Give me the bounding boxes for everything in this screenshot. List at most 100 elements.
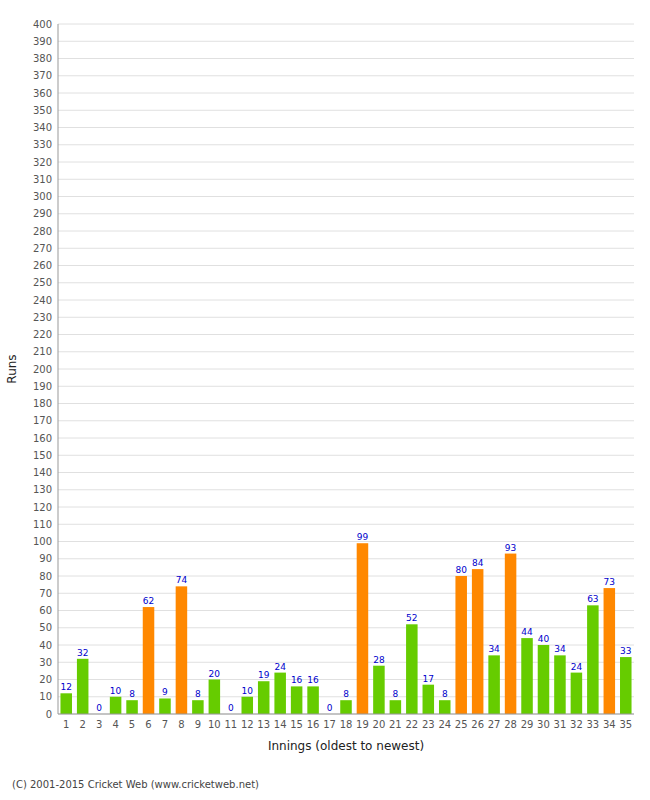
grid-line bbox=[58, 576, 634, 577]
x-tick-label: 18 bbox=[340, 719, 353, 730]
data-label: 63 bbox=[587, 594, 598, 604]
x-tick-label: 32 bbox=[570, 719, 583, 730]
y-tick-label: 50 bbox=[39, 622, 52, 633]
data-label: 74 bbox=[176, 575, 188, 585]
y-tick-label: 210 bbox=[33, 346, 52, 357]
data-label: 40 bbox=[538, 634, 550, 644]
bar bbox=[488, 655, 500, 714]
x-tick-label: 9 bbox=[195, 719, 201, 730]
x-tick-label: 29 bbox=[521, 719, 534, 730]
bar bbox=[176, 586, 188, 714]
grid-line bbox=[58, 75, 634, 76]
x-tick-label: 6 bbox=[145, 719, 151, 730]
y-tick-label: 290 bbox=[33, 208, 52, 219]
bar bbox=[241, 697, 253, 714]
grid bbox=[58, 24, 634, 714]
data-labels: 1232010862974820010192416160899288521788… bbox=[61, 532, 632, 713]
grid-line bbox=[58, 524, 634, 525]
grid-line bbox=[58, 455, 634, 456]
bar bbox=[110, 697, 122, 714]
grid-line bbox=[58, 369, 634, 370]
x-tick-label: 2 bbox=[79, 719, 85, 730]
x-tick-label: 25 bbox=[455, 719, 468, 730]
data-label: 0 bbox=[96, 703, 102, 713]
grid-line bbox=[58, 558, 634, 559]
x-tick-label: 1 bbox=[63, 719, 69, 730]
bar bbox=[143, 607, 155, 714]
data-label: 8 bbox=[129, 689, 135, 699]
x-tick-label: 28 bbox=[504, 719, 517, 730]
x-tick-label: 24 bbox=[438, 719, 451, 730]
bar bbox=[60, 693, 72, 714]
bar bbox=[455, 576, 467, 714]
bar bbox=[291, 686, 303, 714]
data-label: 12 bbox=[61, 682, 72, 692]
y-tick-label: 370 bbox=[33, 70, 52, 81]
y-tick-label: 140 bbox=[33, 467, 52, 478]
grid-line bbox=[58, 265, 634, 266]
bar bbox=[439, 700, 451, 714]
bar bbox=[604, 588, 616, 714]
y-tick-label: 80 bbox=[39, 571, 52, 582]
x-tick-label: 26 bbox=[471, 719, 484, 730]
bar bbox=[620, 657, 632, 714]
x-tick-label: 20 bbox=[373, 719, 386, 730]
y-tick-label: 300 bbox=[33, 191, 52, 202]
x-tick-label: 10 bbox=[208, 719, 221, 730]
bar bbox=[538, 645, 550, 714]
data-label: 24 bbox=[571, 662, 583, 672]
grid-line bbox=[58, 282, 634, 283]
y-tick-label: 230 bbox=[33, 312, 52, 323]
y-tick-label: 190 bbox=[33, 381, 52, 392]
grid-line bbox=[58, 110, 634, 111]
grid-line bbox=[58, 334, 634, 335]
grid-line bbox=[58, 58, 634, 59]
bar bbox=[554, 655, 566, 714]
data-label: 32 bbox=[77, 648, 88, 658]
data-label: 73 bbox=[604, 577, 615, 587]
annotation: (C) 2001-2015 Cricket Web (www.cricketwe… bbox=[12, 779, 259, 790]
y-tick-label: 320 bbox=[33, 157, 52, 168]
grid-line bbox=[58, 127, 634, 128]
bar bbox=[423, 685, 435, 714]
y-tick-label: 390 bbox=[33, 36, 52, 47]
y-tick-label: 310 bbox=[33, 174, 52, 185]
bar bbox=[357, 543, 369, 714]
x-tick-label: 5 bbox=[129, 719, 135, 730]
y-tick-label: 380 bbox=[33, 53, 52, 64]
y-tick-label: 340 bbox=[33, 122, 52, 133]
y-tick-label: 150 bbox=[33, 450, 52, 461]
y-tick-label: 0 bbox=[46, 709, 52, 720]
data-label: 16 bbox=[291, 675, 303, 685]
x-tick-label: 33 bbox=[586, 719, 599, 730]
grid-line bbox=[58, 489, 634, 490]
y-tick-label: 250 bbox=[33, 277, 52, 288]
x-tick-label: 23 bbox=[422, 719, 435, 730]
grid-line bbox=[58, 24, 634, 25]
y-tick-label: 170 bbox=[33, 415, 52, 426]
data-label: 10 bbox=[242, 686, 254, 696]
bar bbox=[373, 666, 385, 714]
grid-line bbox=[58, 213, 634, 214]
x-tick-label: 31 bbox=[554, 719, 567, 730]
y-tick-label: 110 bbox=[33, 519, 52, 530]
y-tick-label: 180 bbox=[33, 398, 52, 409]
grid-line bbox=[58, 248, 634, 249]
data-label: 28 bbox=[373, 655, 385, 665]
data-label: 99 bbox=[357, 532, 369, 542]
y-ticks: 0102030405060708090100110120130140150160… bbox=[33, 19, 52, 720]
data-label: 0 bbox=[327, 703, 333, 713]
data-label: 10 bbox=[110, 686, 122, 696]
x-tick-label: 15 bbox=[290, 719, 303, 730]
y-axis-line bbox=[58, 24, 59, 714]
y-tick-label: 330 bbox=[33, 139, 52, 150]
bar bbox=[472, 569, 484, 714]
x-tick-label: 30 bbox=[537, 719, 550, 730]
bar bbox=[505, 554, 517, 714]
grid-line bbox=[58, 507, 634, 508]
x-tick-label: 17 bbox=[323, 719, 336, 730]
x-axis-label: Innings (oldest to newest) bbox=[268, 739, 424, 753]
y-tick-label: 350 bbox=[33, 105, 52, 116]
grid-line bbox=[58, 714, 634, 715]
x-tick-label: 27 bbox=[488, 719, 501, 730]
